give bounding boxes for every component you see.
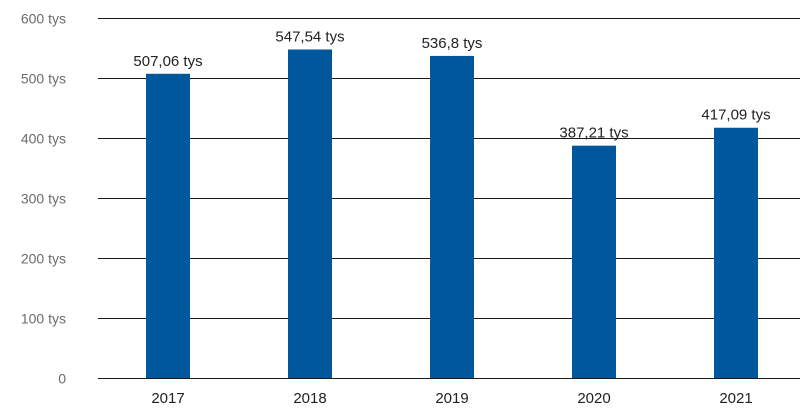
- bar-2020: [572, 145, 616, 378]
- bar-2019: [430, 55, 474, 379]
- x-tick-label: 2021: [719, 390, 752, 407]
- y-tick-label: 100 tys: [21, 311, 66, 327]
- data-label: 387,21 tys: [559, 125, 628, 142]
- x-tick-label: 2020: [577, 390, 610, 407]
- data-labels: 507,06 tys 547,54 tys 536,8 tys 387,21 tys 4…: [133, 28, 770, 141]
- y-axis-tick-labels: 0 100 tys 200 tys 300 tys 400 tys 500 tys 600 …: [21, 11, 66, 387]
- bar-2018: [288, 49, 332, 378]
- y-tick-label: 300 tys: [21, 191, 66, 207]
- bar-2017: [146, 73, 190, 378]
- x-tick-label: 2017: [151, 390, 184, 407]
- y-tick-label: 600 tys: [21, 11, 66, 27]
- y-tick-label: 200 tys: [21, 251, 66, 267]
- y-tick-label: 400 tys: [21, 131, 66, 147]
- data-label: 547,54 tys: [275, 28, 344, 45]
- data-label: 507,06 tys: [133, 53, 202, 70]
- bar-2021: [714, 127, 758, 378]
- y-tick-label: 0: [58, 371, 66, 387]
- x-tick-label: 2018: [293, 390, 326, 407]
- x-axis-tick-labels: 2017 2018 2019 2020 2021: [151, 390, 752, 407]
- data-label: 417,09 tys: [701, 107, 770, 124]
- data-label: 536,8 tys: [422, 35, 483, 52]
- bars: [146, 49, 758, 379]
- y-tick-label: 500 tys: [21, 71, 66, 87]
- x-tick-label: 2019: [435, 390, 468, 407]
